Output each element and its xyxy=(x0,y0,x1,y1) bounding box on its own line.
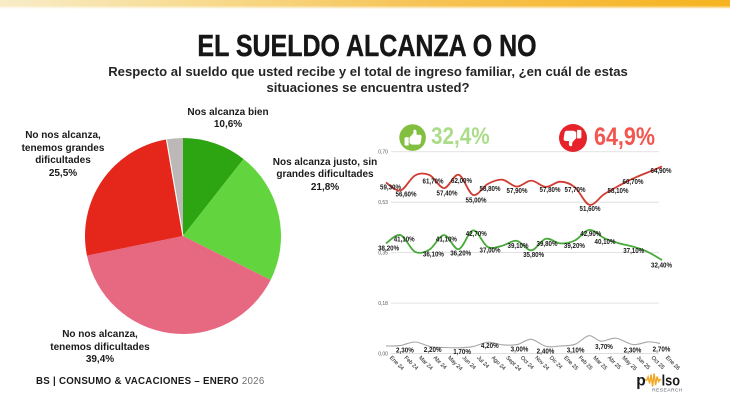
svg-text:1,70%: 1,70% xyxy=(453,347,471,356)
svg-text:41,10%: 41,10% xyxy=(436,234,457,243)
svg-text:41,10%: 41,10% xyxy=(394,234,415,243)
svg-text:0,35: 0,35 xyxy=(378,250,388,256)
svg-text:lso: lso xyxy=(662,374,680,390)
svg-text:Abr 25: Abr 25 xyxy=(606,355,622,371)
svg-text:58,10%: 58,10% xyxy=(608,186,629,195)
svg-text:p: p xyxy=(636,373,645,390)
svg-text:51,60%: 51,60% xyxy=(580,204,601,213)
svg-text:61,70%: 61,70% xyxy=(423,176,444,185)
svg-text:Ene 24: Ene 24 xyxy=(388,355,405,372)
svg-text:Jun 25: Jun 25 xyxy=(635,355,651,371)
svg-text:Feb 25: Feb 25 xyxy=(577,355,593,371)
svg-text:Nov 24: Nov 24 xyxy=(533,355,550,372)
svg-text:64,90%: 64,90% xyxy=(651,166,672,175)
svg-text:0,53: 0,53 xyxy=(378,200,388,206)
svg-text:Jun 24: Jun 24 xyxy=(461,355,477,371)
svg-text:57,70%: 57,70% xyxy=(565,185,586,194)
svg-text:May 25: May 25 xyxy=(620,355,637,372)
svg-text:32,40%: 32,40% xyxy=(651,260,672,269)
svg-text:2,30%: 2,30% xyxy=(624,345,642,354)
svg-text:57,90%: 57,90% xyxy=(507,186,528,195)
svg-text:2,30%: 2,30% xyxy=(396,346,414,355)
svg-text:57,80%: 57,80% xyxy=(540,185,561,194)
svg-text:RESEARCH: RESEARCH xyxy=(652,387,683,393)
svg-text:60,70%: 60,70% xyxy=(623,177,644,186)
svg-text:0,70: 0,70 xyxy=(378,150,388,156)
svg-text:Ene 26: Ene 26 xyxy=(664,355,681,372)
svg-text:59,30%: 59,30% xyxy=(380,182,401,191)
svg-text:39,20%: 39,20% xyxy=(564,241,585,250)
svg-text:3,10%: 3,10% xyxy=(567,345,585,354)
svg-text:36,20%: 36,20% xyxy=(450,249,471,258)
svg-text:38,20%: 38,20% xyxy=(378,243,399,252)
svg-text:42,90%: 42,90% xyxy=(580,229,601,238)
svg-text:Abr 24: Abr 24 xyxy=(432,355,448,371)
svg-text:0,18: 0,18 xyxy=(378,301,388,307)
svg-text:Mar 25: Mar 25 xyxy=(591,355,607,371)
svg-text:36,10%: 36,10% xyxy=(423,249,444,258)
svg-text:Mar 24: Mar 24 xyxy=(417,355,433,371)
svg-text:56,60%: 56,60% xyxy=(396,189,417,198)
svg-text:57,40%: 57,40% xyxy=(437,188,458,197)
svg-text:62,00%: 62,00% xyxy=(451,176,472,185)
svg-text:3,00%: 3,00% xyxy=(511,344,529,353)
svg-text:4,20%: 4,20% xyxy=(481,341,499,350)
svg-text:Dic 24: Dic 24 xyxy=(548,355,563,370)
svg-text:2,20%: 2,20% xyxy=(424,345,442,354)
svg-text:37,10%: 37,10% xyxy=(623,246,644,255)
svg-text:42,70%: 42,70% xyxy=(466,229,487,238)
svg-text:39,10%: 39,10% xyxy=(508,241,529,250)
svg-text:2,40%: 2,40% xyxy=(537,346,555,355)
svg-text:Ago 24: Ago 24 xyxy=(490,355,507,372)
svg-text:40,10%: 40,10% xyxy=(595,237,616,246)
svg-text:Ene 25: Ene 25 xyxy=(562,355,579,372)
svg-text:May 24: May 24 xyxy=(446,355,463,372)
svg-text:0,00: 0,00 xyxy=(378,351,388,357)
svg-text:Jul 24: Jul 24 xyxy=(475,355,490,370)
svg-text:Feb 24: Feb 24 xyxy=(403,355,419,371)
svg-text:55,00%: 55,00% xyxy=(466,195,487,204)
svg-text:35,80%: 35,80% xyxy=(523,250,544,259)
svg-text:37,00%: 37,00% xyxy=(480,245,501,254)
svg-text:39,80%: 39,80% xyxy=(537,239,558,248)
svg-text:Oct 25: Oct 25 xyxy=(650,355,666,371)
svg-text:3,70%: 3,70% xyxy=(595,342,613,351)
svg-text:58,80%: 58,80% xyxy=(480,184,501,193)
svg-text:2,70%: 2,70% xyxy=(653,345,671,354)
